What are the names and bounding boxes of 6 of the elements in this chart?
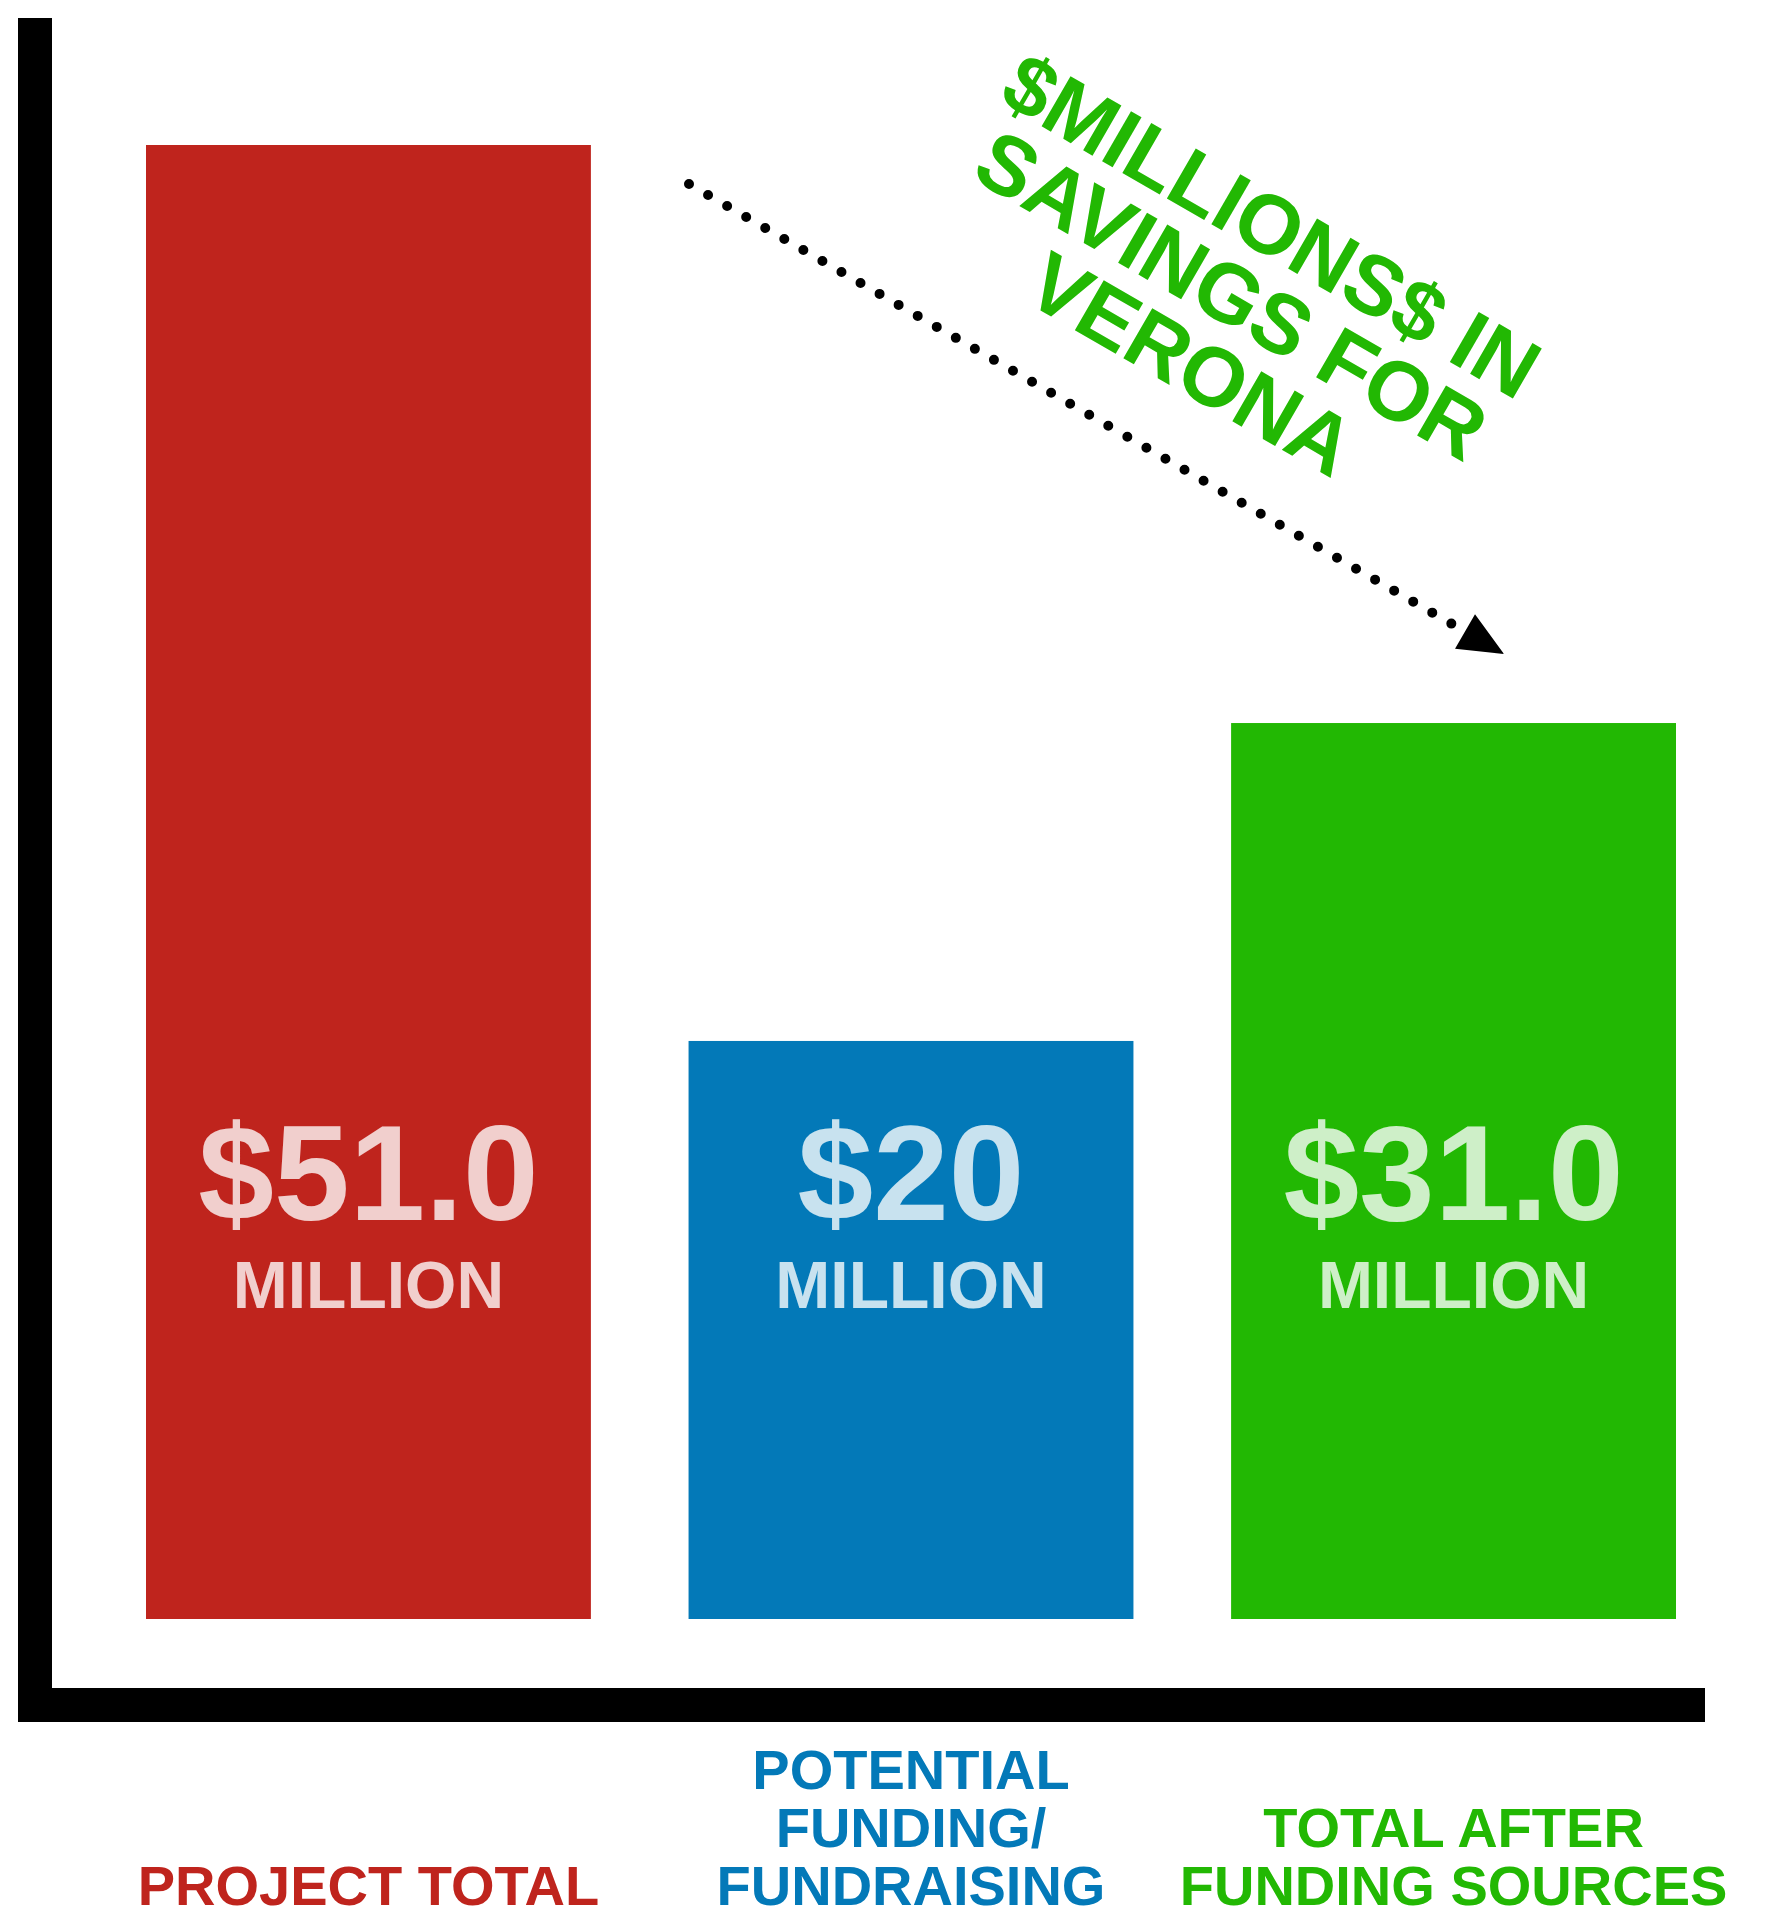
x-tick-label: TOTAL AFTER FUNDING SOURCES xyxy=(1179,1796,1728,1917)
x-tick-label: PROJECT TOTAL xyxy=(137,1854,600,1917)
data-label: $31.0 MILLION xyxy=(1283,1097,1624,1322)
data-label: $20 MILLION xyxy=(775,1097,1047,1322)
x-tick-label: POTENTIAL FUNDING/ FUNDRAISING xyxy=(716,1738,1106,1917)
data-label: $51.0 MILLION xyxy=(198,1097,539,1322)
